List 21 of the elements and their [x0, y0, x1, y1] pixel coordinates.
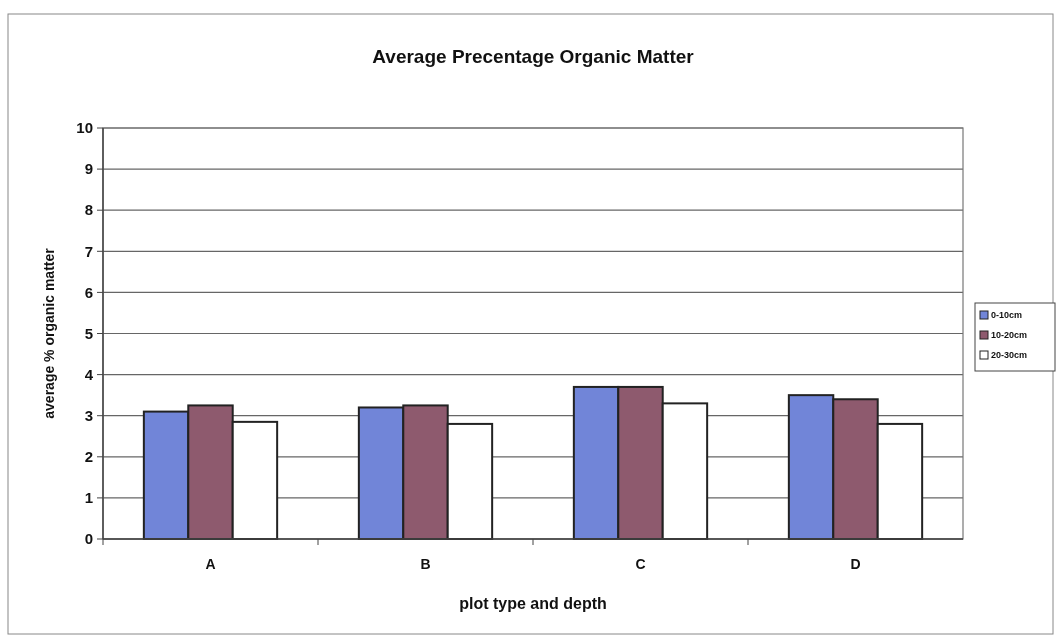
x-axis-title: plot type and depth	[459, 595, 607, 612]
y-tick-label: 4	[84, 365, 94, 383]
x-tick-label: C	[635, 556, 646, 572]
y-tick-label: 9	[84, 160, 93, 178]
y-tick-label: 6	[84, 283, 93, 301]
x-tick-label: B	[420, 556, 431, 572]
y-tick-label: 10	[76, 119, 93, 137]
chart-title: Average Precentage Organic Matter	[372, 46, 695, 67]
y-tick-label: 2	[84, 448, 93, 466]
legend-label: 10-20cm	[991, 330, 1028, 341]
x-tick-label: D	[850, 556, 861, 572]
y-tick-label: 1	[84, 489, 93, 507]
y-tick-label: 3	[84, 406, 93, 424]
y-axis-title: average % organic matter	[41, 247, 57, 419]
y-tick-label: 7	[84, 242, 93, 260]
legend-label: 0-10cm	[991, 310, 1023, 321]
x-tick-label: A	[205, 556, 216, 572]
y-tick-label: 8	[84, 201, 93, 219]
y-tick-label: 0	[84, 530, 93, 548]
y-tick-label: 5	[84, 324, 93, 342]
legend-label: 20-30cm	[991, 350, 1028, 361]
